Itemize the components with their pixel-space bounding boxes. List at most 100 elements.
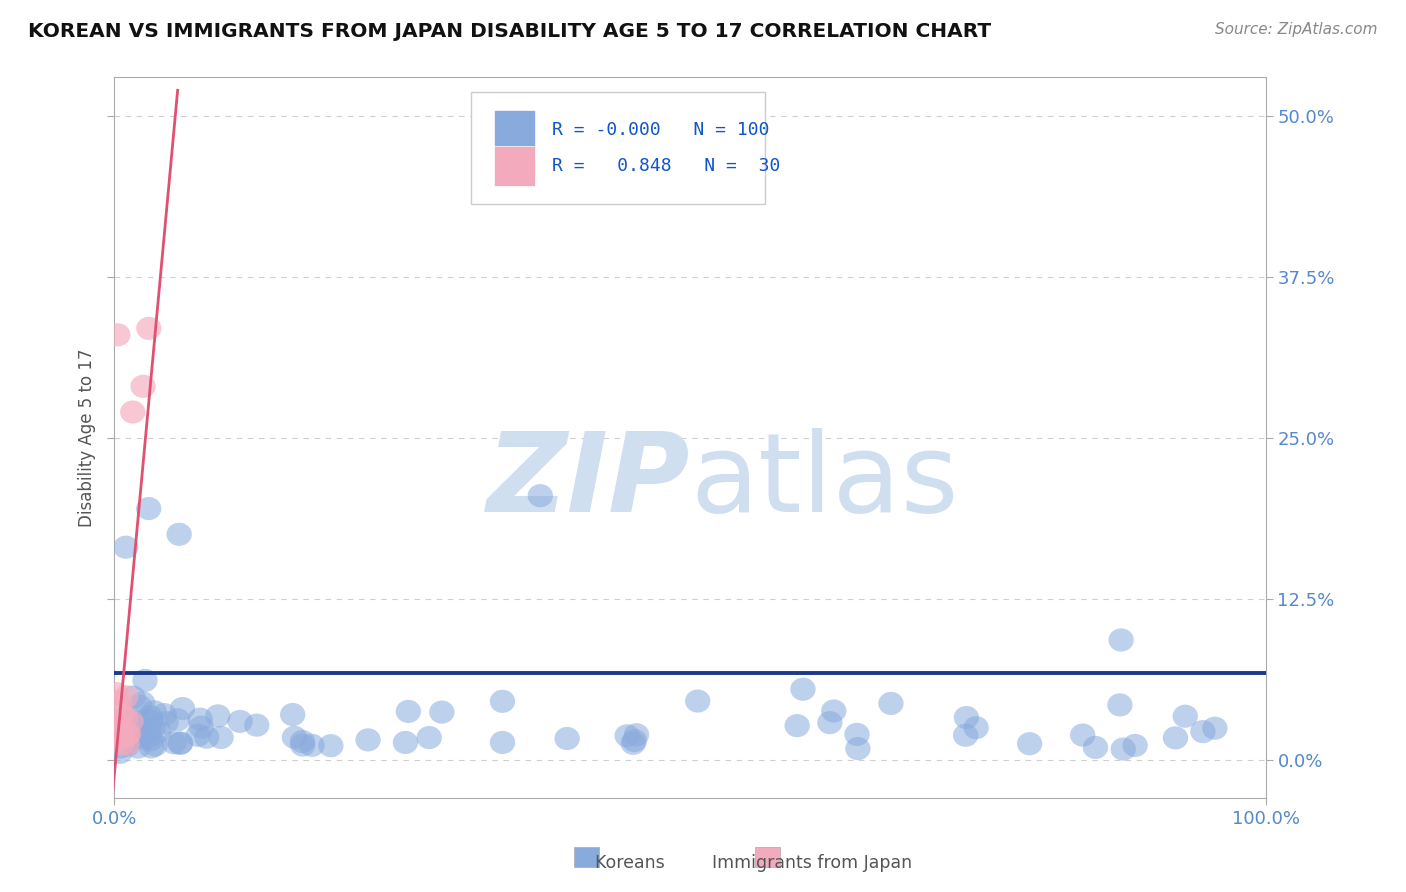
Ellipse shape [138, 709, 163, 732]
Ellipse shape [1191, 720, 1216, 743]
Ellipse shape [105, 726, 131, 749]
Ellipse shape [112, 719, 138, 742]
Ellipse shape [115, 718, 141, 741]
Ellipse shape [129, 719, 155, 742]
Ellipse shape [114, 535, 139, 558]
Ellipse shape [167, 731, 193, 755]
FancyBboxPatch shape [495, 146, 534, 186]
Ellipse shape [1173, 705, 1198, 728]
Ellipse shape [845, 737, 870, 760]
Ellipse shape [118, 717, 143, 740]
Text: R = -0.000   N = 100: R = -0.000 N = 100 [551, 120, 769, 138]
Text: ZIP: ZIP [486, 427, 690, 534]
Ellipse shape [187, 707, 212, 731]
Ellipse shape [620, 731, 645, 755]
Ellipse shape [281, 726, 307, 749]
Ellipse shape [104, 722, 129, 745]
Ellipse shape [1122, 734, 1147, 757]
Ellipse shape [125, 736, 150, 759]
Ellipse shape [290, 733, 315, 756]
Ellipse shape [1083, 736, 1108, 759]
Ellipse shape [108, 732, 134, 756]
Ellipse shape [963, 716, 988, 739]
Ellipse shape [107, 725, 132, 748]
Ellipse shape [103, 723, 128, 746]
Ellipse shape [112, 719, 138, 742]
Ellipse shape [131, 726, 156, 749]
Ellipse shape [103, 724, 128, 747]
Ellipse shape [122, 711, 148, 734]
Ellipse shape [105, 721, 131, 744]
Ellipse shape [395, 700, 420, 723]
Ellipse shape [1070, 723, 1095, 747]
Ellipse shape [318, 734, 343, 757]
Ellipse shape [245, 714, 270, 737]
Ellipse shape [790, 678, 815, 701]
Ellipse shape [112, 726, 138, 749]
Ellipse shape [527, 484, 553, 508]
Ellipse shape [129, 721, 155, 744]
Ellipse shape [188, 715, 214, 739]
Ellipse shape [104, 713, 129, 736]
Ellipse shape [136, 497, 162, 520]
Ellipse shape [280, 703, 305, 726]
Ellipse shape [142, 700, 167, 723]
Ellipse shape [290, 730, 315, 753]
Ellipse shape [103, 721, 128, 744]
Ellipse shape [118, 710, 143, 733]
Ellipse shape [114, 733, 139, 756]
Ellipse shape [208, 726, 233, 749]
Ellipse shape [392, 731, 418, 754]
Ellipse shape [132, 669, 157, 692]
Ellipse shape [105, 323, 131, 346]
Ellipse shape [114, 685, 139, 708]
Ellipse shape [170, 697, 195, 720]
Ellipse shape [104, 723, 129, 746]
Ellipse shape [107, 690, 132, 714]
Ellipse shape [194, 725, 219, 748]
Ellipse shape [115, 710, 141, 733]
Ellipse shape [107, 728, 132, 751]
Ellipse shape [127, 695, 152, 718]
Ellipse shape [104, 716, 129, 739]
Ellipse shape [103, 717, 128, 740]
Text: KOREAN VS IMMIGRANTS FROM JAPAN DISABILITY AGE 5 TO 17 CORRELATION CHART: KOREAN VS IMMIGRANTS FROM JAPAN DISABILI… [28, 22, 991, 41]
Ellipse shape [129, 691, 155, 714]
Ellipse shape [107, 741, 132, 764]
Ellipse shape [1108, 693, 1133, 716]
Ellipse shape [108, 708, 134, 731]
Ellipse shape [165, 708, 190, 731]
Ellipse shape [879, 692, 904, 715]
Text: R =   0.848   N =  30: R = 0.848 N = 30 [551, 157, 780, 175]
Ellipse shape [108, 708, 134, 731]
FancyBboxPatch shape [755, 847, 780, 867]
FancyBboxPatch shape [574, 847, 599, 867]
Ellipse shape [1111, 738, 1136, 761]
Ellipse shape [817, 711, 842, 734]
Ellipse shape [117, 730, 142, 753]
Ellipse shape [136, 317, 162, 340]
Ellipse shape [141, 716, 166, 739]
Ellipse shape [138, 728, 163, 751]
Ellipse shape [132, 722, 157, 745]
Y-axis label: Disability Age 5 to 17: Disability Age 5 to 17 [79, 349, 96, 527]
Ellipse shape [136, 725, 162, 748]
Ellipse shape [205, 705, 231, 728]
Ellipse shape [107, 723, 132, 746]
Ellipse shape [138, 705, 163, 728]
Ellipse shape [624, 723, 650, 747]
Ellipse shape [821, 699, 846, 723]
Text: Immigrants from Japan: Immigrants from Japan [690, 855, 912, 872]
Ellipse shape [121, 685, 146, 708]
Ellipse shape [153, 711, 179, 734]
Ellipse shape [122, 719, 148, 741]
Ellipse shape [146, 720, 172, 743]
Ellipse shape [112, 706, 138, 730]
Ellipse shape [845, 723, 870, 746]
Ellipse shape [1017, 732, 1042, 756]
Ellipse shape [953, 706, 979, 729]
Ellipse shape [489, 690, 515, 713]
Ellipse shape [108, 736, 134, 758]
FancyBboxPatch shape [471, 92, 765, 203]
Ellipse shape [142, 733, 167, 756]
